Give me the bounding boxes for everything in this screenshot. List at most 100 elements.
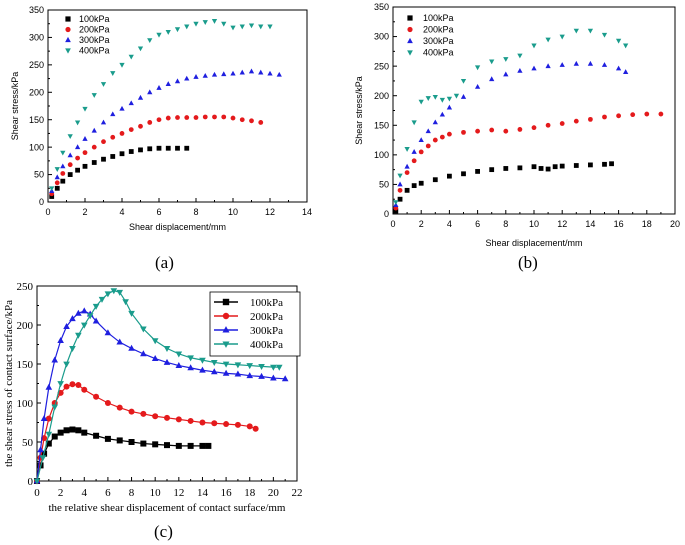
plot-b: 0 2 4 6 8 10 12 14 16 18 20050100150200250300350Sh… <box>354 2 680 248</box>
y-tick-label: 350 <box>29 5 44 15</box>
x-tick-label: 12 <box>173 487 184 499</box>
data-point <box>80 322 88 329</box>
data-point <box>110 154 116 159</box>
data-point <box>82 106 88 112</box>
legend-marker <box>407 15 413 21</box>
data-point <box>246 372 254 379</box>
data-point <box>475 169 480 174</box>
data-point <box>91 127 97 133</box>
data-point <box>230 25 236 31</box>
data-point <box>397 173 403 179</box>
data-point <box>234 362 242 369</box>
data-point <box>140 350 147 357</box>
x-tick-label: 18 <box>244 487 256 499</box>
data-point <box>67 152 73 158</box>
data-point <box>239 69 245 75</box>
data-point <box>393 208 399 214</box>
data-point <box>230 70 236 76</box>
data-point <box>128 310 135 317</box>
data-point <box>439 111 445 117</box>
data-point <box>184 115 190 120</box>
data-point <box>439 134 445 140</box>
data-point <box>122 299 129 306</box>
y-tick-label: 300 <box>29 33 44 43</box>
data-point <box>199 419 206 426</box>
data-point <box>33 478 41 485</box>
legend-marker <box>65 16 71 22</box>
data-point <box>210 360 218 367</box>
data-point <box>205 442 212 449</box>
data-point <box>175 351 183 358</box>
data-point <box>545 122 551 128</box>
x-tick-label: 10 <box>150 487 162 499</box>
data-point <box>45 415 52 422</box>
data-point <box>51 356 59 363</box>
data-point <box>411 120 417 126</box>
data-point <box>258 120 264 125</box>
data-point <box>74 144 81 150</box>
data-point <box>587 60 594 66</box>
data-point <box>489 167 495 173</box>
y-tick-label: 0 <box>39 197 44 207</box>
data-point <box>67 162 73 168</box>
data-point <box>163 346 171 352</box>
data-point <box>453 93 460 99</box>
x-axis-label: Shear displacement/mm <box>485 238 582 248</box>
data-point <box>104 435 111 442</box>
data-point <box>275 364 283 371</box>
caption-b: (b) <box>518 253 538 272</box>
y-tick-label: 100 <box>17 398 34 410</box>
data-point <box>258 372 265 379</box>
data-point <box>119 62 125 68</box>
data-point <box>128 127 134 132</box>
data-point <box>552 164 558 170</box>
data-point <box>211 71 218 77</box>
legend-marker <box>222 312 230 320</box>
data-point <box>175 442 182 449</box>
data-point <box>489 127 495 133</box>
legend-label: 400kPa <box>423 48 454 58</box>
data-point <box>39 455 47 462</box>
data-point <box>187 355 194 362</box>
data-point <box>82 136 88 141</box>
data-point <box>258 24 264 30</box>
x-tick-label: 6 <box>105 487 111 499</box>
data-point <box>156 32 162 38</box>
x-tick-label: 0 <box>45 207 50 217</box>
legend-marker <box>407 37 413 44</box>
legend-label: 100kPa <box>79 14 110 24</box>
legend-label: 100kPa <box>250 297 283 309</box>
x-tick-label: 18 <box>642 219 652 229</box>
data-point <box>432 177 438 183</box>
data-point <box>616 113 621 119</box>
data-point <box>151 338 159 345</box>
data-point <box>559 62 565 67</box>
y-tick-label: 200 <box>17 320 34 332</box>
y-tick-label: 0 <box>384 209 389 219</box>
data-point <box>75 382 82 389</box>
data-point <box>91 93 97 98</box>
legend-label: 300kPa <box>423 36 454 46</box>
data-point <box>174 78 181 84</box>
data-point <box>460 79 467 84</box>
data-point <box>404 187 410 193</box>
data-point <box>175 115 180 120</box>
data-point <box>140 440 147 447</box>
series-200kPa <box>393 111 664 211</box>
y-tick-label: 250 <box>374 61 389 71</box>
x-tick-label: 14 <box>585 219 595 229</box>
legend-label: 200kPa <box>79 25 110 35</box>
data-point <box>531 43 537 49</box>
data-point <box>140 326 147 333</box>
data-point <box>60 150 66 156</box>
data-point <box>175 145 180 151</box>
x-tick-label: 6 <box>156 207 161 217</box>
x-tick-label: 10 <box>228 207 238 217</box>
data-point <box>503 57 509 62</box>
data-point <box>258 69 264 75</box>
data-point <box>100 119 107 125</box>
data-point <box>67 134 73 140</box>
data-point <box>193 74 199 79</box>
legend-marker <box>65 26 71 33</box>
